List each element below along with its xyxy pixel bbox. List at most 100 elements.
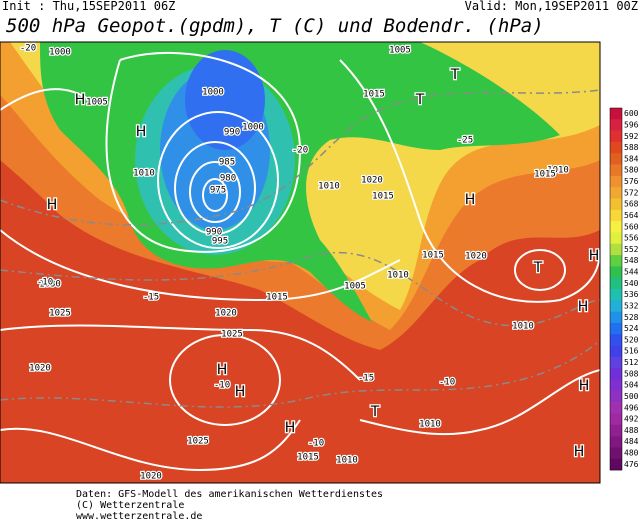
colorbar-cell [610,300,622,312]
contour-label: 1020 [465,252,487,262]
colorbar-label: 536 [624,290,639,299]
contour-label: 1015 [363,90,385,100]
contour-label: 1015 [266,293,288,303]
contour-label: 995 [212,237,228,247]
contour-label: -15 [358,374,374,384]
contour-label: 1020 [361,176,383,186]
colorbar-cell [610,243,622,256]
colorbar-label: 540 [624,279,639,288]
pressure-center: H [579,378,590,394]
colorbar-frame [609,107,623,471]
footer-line: www.wetterzentrale.de [76,511,202,522]
colorbar-label: 492 [624,415,639,424]
colorbar-cell [610,187,622,199]
contour-label: 990 [224,128,240,138]
valid-time: Valid: Mon,19SEP2011 00Z [465,0,638,13]
colorbar-cell [610,108,622,120]
colorbar-label: 512 [624,358,639,367]
colorbar-cell [610,356,622,369]
colorbar-label: 568 [624,200,639,209]
pressure-center: H [578,299,589,315]
colorbar-cell [610,209,622,222]
pressure-center: H [285,420,296,436]
footer-line: (C) Wetterzentrale [76,500,184,511]
colorbar-label: 552 [624,245,639,254]
colorbar-cell [610,232,622,245]
contour-label: -10 [308,439,324,449]
colorbar-label: 532 [624,301,639,310]
colorbar-label: 544 [624,268,639,277]
colorbar-cell [610,379,622,392]
contour-label: 1015 [372,192,394,202]
colorbar-label: 572 [624,188,639,197]
colorbar-label: 584 [624,154,639,163]
colorbar-label: 560 [624,222,639,231]
colorbar-cell [610,311,622,324]
colorbar: 600 596 592 588 584 580 576 572 568 564 560 556 552 5… [609,107,639,471]
colorbar-label: 508 [624,369,639,378]
colorbar-cell [610,153,622,165]
contour-label: 1025 [49,309,71,319]
contour-label: 1010 [419,420,441,430]
contour-label: -10 [214,381,230,391]
colorbar-label: 484 [624,437,639,446]
contour-label: 1000 [202,88,224,98]
colorbar-cell [610,436,622,448]
contour-label: 1015 [297,453,319,463]
colorbar-label: 564 [624,211,639,220]
map [0,41,601,484]
colorbar-label: 580 [624,166,639,175]
pressure-center: H [574,444,585,460]
colorbar-label: 596 [624,120,639,129]
field [185,50,265,150]
pressure-center: H [47,197,58,213]
colorbar-label: 500 [624,392,639,401]
pressure-center: H [217,362,228,378]
contour-label: 985 [219,158,235,168]
contour-label: 1010 [387,271,409,281]
pressure-center: H [465,192,476,208]
colorbar-cell [610,130,622,143]
colorbar-cell [610,175,622,188]
colorbar-cell [610,447,622,459]
contour-label: 1025 [187,437,209,447]
colorbar-cell [610,322,622,335]
colorbar-label: 488 [624,426,639,435]
colorbar-label: 516 [624,347,639,356]
colorbar-cell [610,141,622,154]
pressure-center: H [136,124,147,140]
contour-label: 1025 [221,330,243,340]
colorbar-cell [610,424,622,437]
colorbar-cell [610,277,622,290]
colorbar-cell [610,345,622,358]
pressure-center: T [450,67,460,83]
colorbar-cell [610,255,622,267]
contour-label: 1005 [344,282,366,292]
contour-label: 1010 [336,456,358,466]
colorbar-cell [610,390,622,403]
colorbar-label: 588 [624,143,639,152]
footer-line: Daten: GFS-Modell des amerikanischen Wet… [76,489,383,500]
colorbar-label: 548 [624,256,639,265]
contour-label: -20 [20,44,36,54]
colorbar-label: 576 [624,177,639,186]
contour-label: 1015 [534,170,556,180]
pressure-center: T [533,260,543,276]
pressure-center: H [589,248,600,264]
contour-label: 980 [220,174,236,184]
colorbar-cell [610,221,622,233]
contour-label: -25 [457,136,473,146]
isobars [0,51,600,472]
colorbar-label: 600 [624,109,639,118]
contour-label: -10 [37,278,53,288]
colorbar-label: 592 [624,132,639,141]
colorbar-cell [610,458,622,471]
colorbar-label: 504 [624,381,639,390]
contour-label: 1020 [215,309,237,319]
contour-label: 1010 [547,166,569,176]
contour-label: 1030 [39,280,61,290]
colorbar-label: 480 [624,449,639,458]
map-labels: -20 10001005H1000990985980975990995101010… [19,42,601,483]
init-time: Init : Thu,15SEP2011 06Z [2,0,175,13]
